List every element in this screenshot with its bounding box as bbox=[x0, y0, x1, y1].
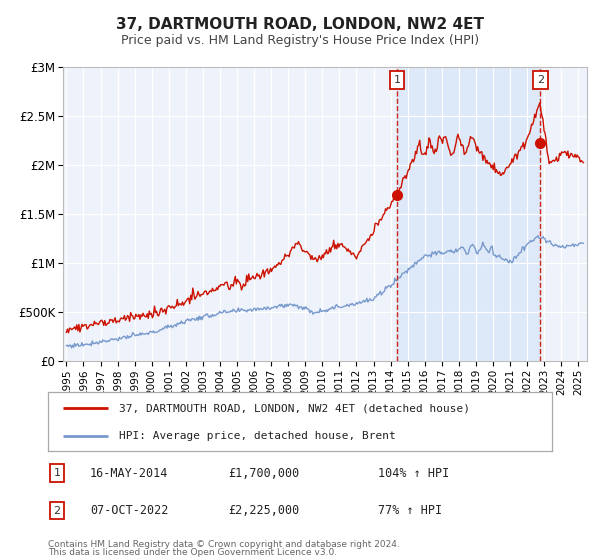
Text: £2,225,000: £2,225,000 bbox=[228, 505, 299, 517]
Text: 2: 2 bbox=[536, 75, 544, 85]
Text: 07-OCT-2022: 07-OCT-2022 bbox=[90, 505, 169, 517]
Text: 16-MAY-2014: 16-MAY-2014 bbox=[90, 466, 169, 479]
Text: HPI: Average price, detached house, Brent: HPI: Average price, detached house, Bren… bbox=[119, 431, 395, 441]
Text: 77% ↑ HPI: 77% ↑ HPI bbox=[378, 505, 442, 517]
Text: 1: 1 bbox=[53, 468, 61, 478]
Text: 1: 1 bbox=[394, 75, 400, 85]
Text: Price paid vs. HM Land Registry's House Price Index (HPI): Price paid vs. HM Land Registry's House … bbox=[121, 34, 479, 46]
Bar bbox=[397, 67, 540, 361]
Text: £1,700,000: £1,700,000 bbox=[228, 466, 299, 479]
Text: This data is licensed under the Open Government Licence v3.0.: This data is licensed under the Open Gov… bbox=[48, 548, 337, 557]
Text: Contains HM Land Registry data © Crown copyright and database right 2024.: Contains HM Land Registry data © Crown c… bbox=[48, 540, 400, 549]
Text: 104% ↑ HPI: 104% ↑ HPI bbox=[378, 466, 449, 479]
Text: 37, DARTMOUTH ROAD, LONDON, NW2 4ET (detached house): 37, DARTMOUTH ROAD, LONDON, NW2 4ET (det… bbox=[119, 403, 470, 413]
Text: 2: 2 bbox=[53, 506, 61, 516]
Text: 37, DARTMOUTH ROAD, LONDON, NW2 4ET: 37, DARTMOUTH ROAD, LONDON, NW2 4ET bbox=[116, 17, 484, 32]
